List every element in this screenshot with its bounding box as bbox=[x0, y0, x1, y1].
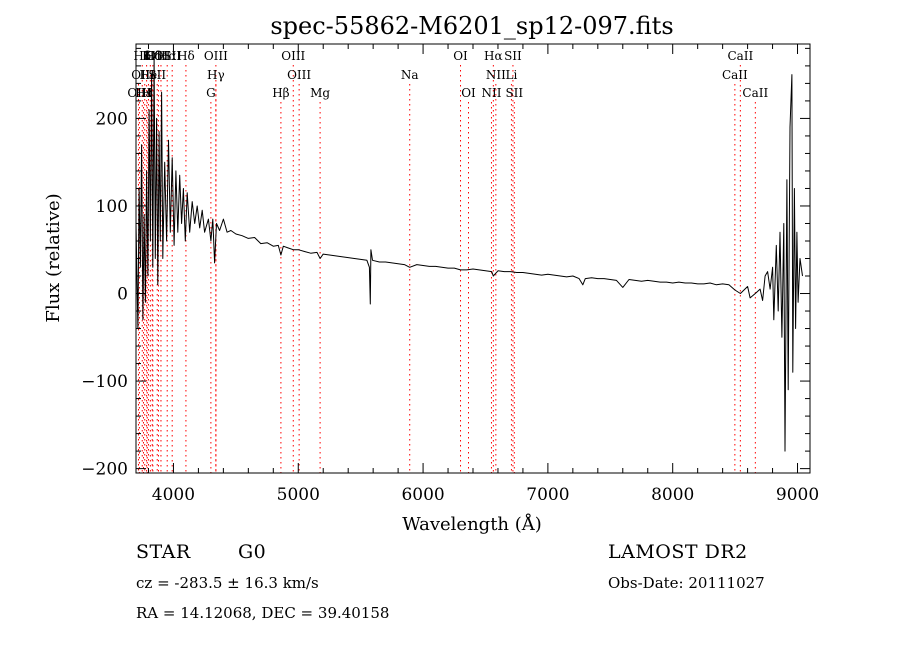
line-label: K bbox=[142, 49, 152, 63]
line-label: OI bbox=[453, 49, 468, 63]
y-tick-label: −100 bbox=[81, 372, 128, 392]
line-label: Hγ bbox=[207, 68, 225, 82]
line-label: Na bbox=[401, 68, 419, 82]
line-label: H bbox=[140, 68, 150, 82]
x-axis-label: Wavelength (Å) bbox=[402, 513, 542, 535]
y-axis: −200 −100 0 100 200 bbox=[81, 47, 810, 480]
y-axis-label: Flux (relative) bbox=[43, 193, 64, 322]
line-label: SII bbox=[148, 68, 166, 82]
spectrum-series bbox=[135, 56, 803, 452]
line-label: SII bbox=[163, 49, 181, 63]
x-axis: 4000 5000 6000 7000 8000 9000 bbox=[147, 44, 819, 505]
line-label: OIII bbox=[281, 49, 305, 63]
line-label: SII bbox=[505, 86, 523, 100]
line-label: OI bbox=[154, 49, 169, 63]
line-label: Li bbox=[506, 68, 518, 82]
spectral-subclass: G0 bbox=[238, 541, 267, 563]
line-label: I bbox=[150, 68, 155, 82]
y-tick-label: 200 bbox=[96, 109, 128, 129]
y-tick-label: 100 bbox=[96, 197, 128, 217]
line-label: OI bbox=[131, 68, 146, 82]
line-label: OIII bbox=[127, 86, 151, 100]
line-label: CaII bbox=[742, 86, 768, 100]
plot-frame bbox=[135, 43, 811, 474]
x-tick-label: 6000 bbox=[401, 485, 444, 505]
line-label: He bbox=[140, 68, 158, 82]
redshift-value: cz = -283.5 ± 16.3 km/s bbox=[136, 574, 319, 592]
line-label: OIII bbox=[287, 68, 311, 82]
spectrum-line bbox=[135, 56, 803, 452]
object-class: STAR bbox=[136, 541, 191, 563]
line-label: CaII bbox=[722, 68, 748, 82]
line-label: Hδ bbox=[144, 49, 162, 63]
line-label: Hα bbox=[484, 49, 503, 63]
line-label: H bbox=[145, 49, 155, 63]
line-label: OIII bbox=[204, 49, 228, 63]
y-tick-label: 0 bbox=[117, 285, 128, 305]
line-label: Mg bbox=[310, 86, 330, 100]
line-label: OIII bbox=[146, 49, 170, 63]
line-label: H bbox=[142, 86, 152, 100]
line-label: NII bbox=[486, 68, 506, 82]
line-label: Hα bbox=[158, 49, 177, 63]
line-label: OI bbox=[461, 86, 476, 100]
line-markers bbox=[137, 65, 756, 473]
line-label: SII bbox=[504, 49, 522, 63]
x-tick-label: 7000 bbox=[526, 485, 569, 505]
x-tick-label: 9000 bbox=[776, 485, 819, 505]
line-label: CaII bbox=[727, 49, 753, 63]
x-tick-label: 5000 bbox=[277, 485, 320, 505]
line-label: Hδ bbox=[177, 49, 195, 63]
observation-date: Obs-Date: 20111027 bbox=[608, 574, 765, 592]
line-label: Hε bbox=[135, 86, 152, 100]
line-label: Hβ bbox=[272, 86, 289, 100]
coordinates: RA = 14.12068, DEC = 39.40158 bbox=[136, 604, 390, 622]
line-label: Hδ bbox=[133, 49, 151, 63]
line-label: NII bbox=[481, 86, 501, 100]
line-label: G bbox=[206, 86, 216, 100]
chart-title: spec-55862-M6201_sp12-097.fits bbox=[270, 12, 673, 40]
x-tick-label: 4000 bbox=[152, 485, 195, 505]
survey-name: LAMOST DR2 bbox=[608, 541, 748, 563]
y-tick-label: −200 bbox=[81, 460, 128, 480]
x-tick-label: 8000 bbox=[651, 485, 694, 505]
